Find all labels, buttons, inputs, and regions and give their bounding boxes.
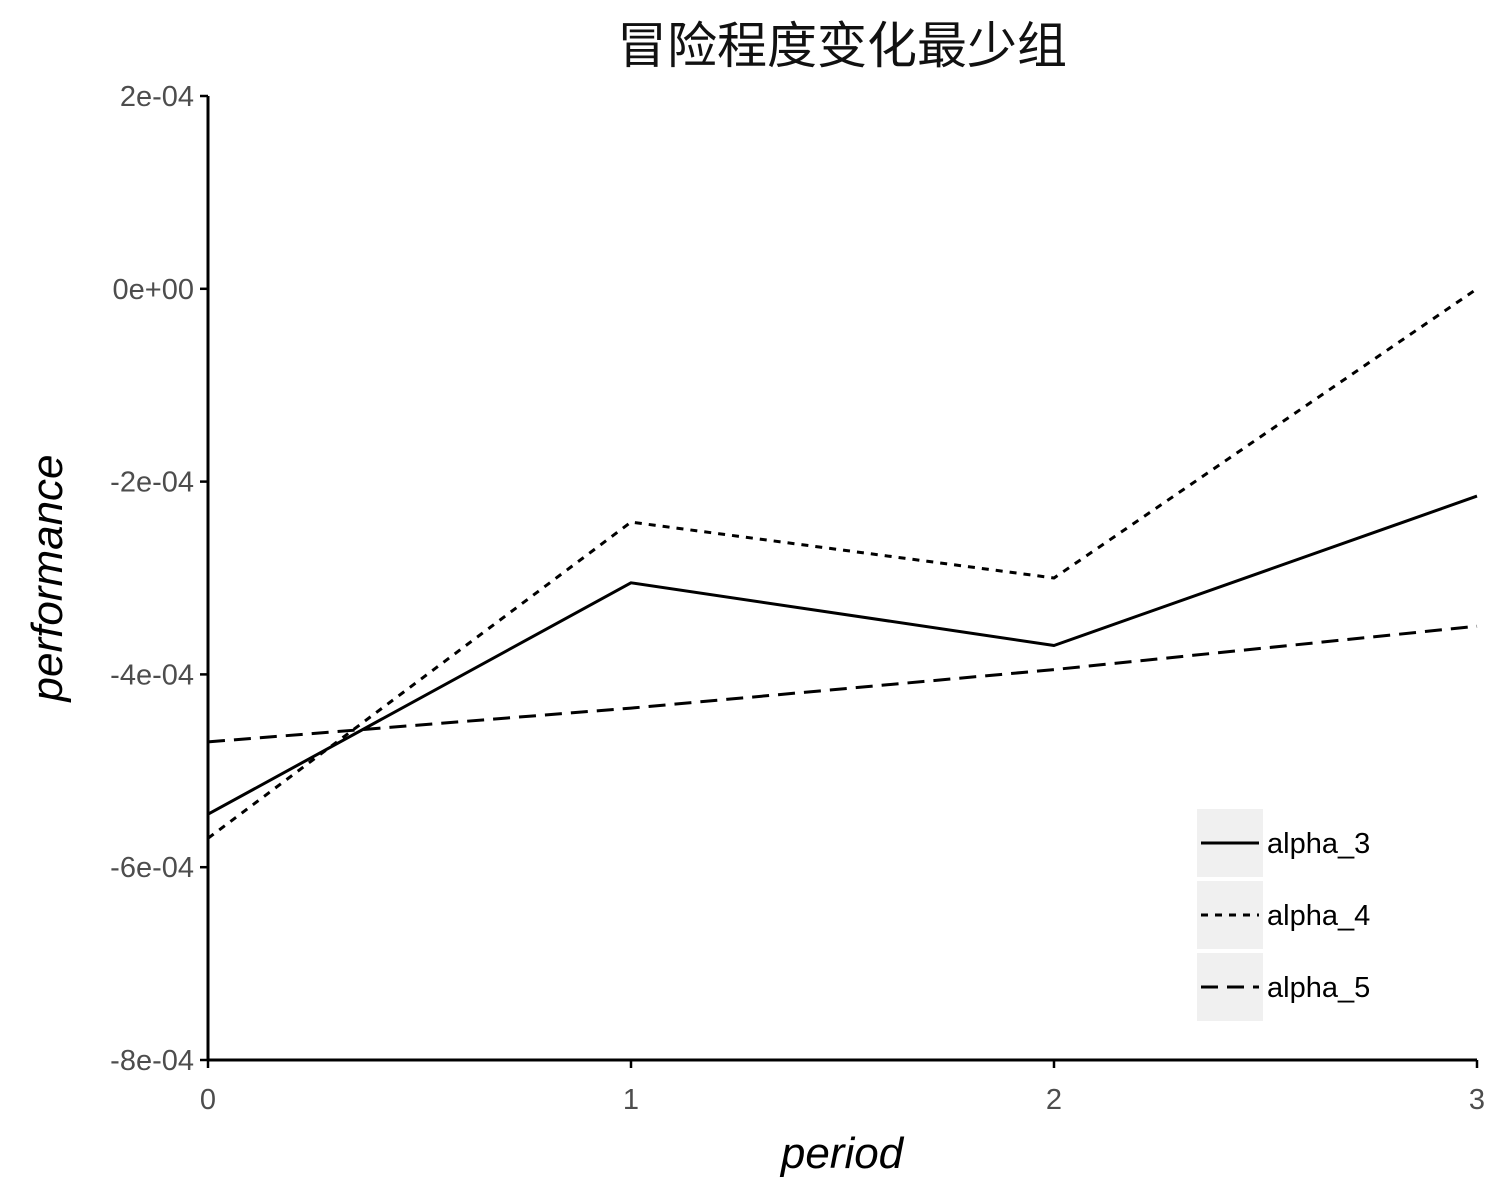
y-tick-label: -8e-04: [110, 1045, 194, 1077]
y-tick-label: -6e-04: [110, 852, 194, 884]
x-tick-label: 2: [1046, 1084, 1062, 1116]
series-line-alpha-3: [207, 494, 1478, 816]
legend: alpha_3 alpha_4 alpha_5: [1197, 809, 1370, 1021]
y-tick-label: -2e-04: [110, 467, 194, 499]
chart-title: 冒险程度变化最少组: [617, 17, 1067, 75]
series-line-alpha-5: [207, 624, 1478, 744]
legend-label: alpha_4: [1267, 900, 1370, 932]
x-tick-label: 3: [1469, 1084, 1485, 1116]
y-axis-title: performance: [23, 454, 72, 703]
x-tick-label: 1: [623, 1084, 639, 1116]
x-axis-title: period: [779, 1129, 905, 1178]
x-tick-label: 0: [200, 1084, 216, 1116]
y-tick-label: 2e-04: [120, 81, 194, 113]
legend-label: alpha_5: [1267, 972, 1370, 1004]
y-tick-label: 0e+00: [113, 274, 194, 306]
y-tick-label: -4e-04: [110, 659, 194, 691]
legend-label: alpha_3: [1267, 828, 1370, 860]
